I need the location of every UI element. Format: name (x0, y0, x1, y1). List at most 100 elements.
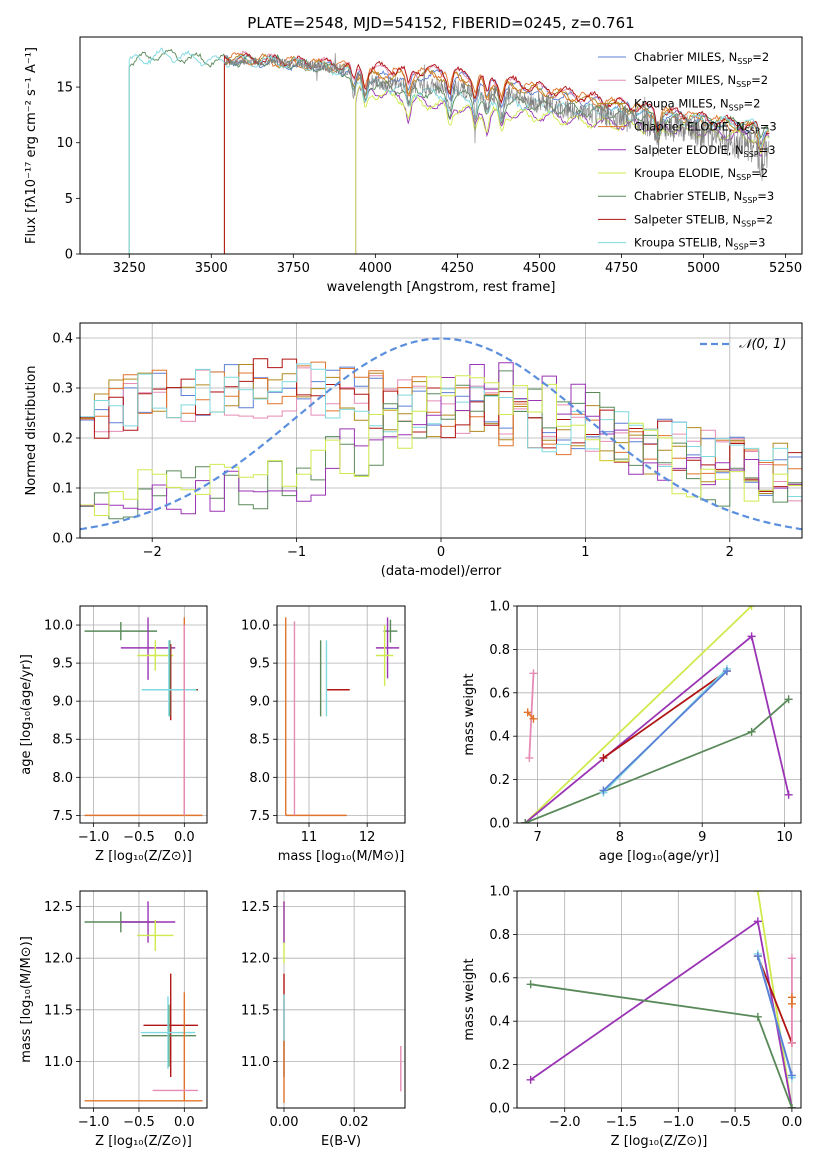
y-tick-label: 0.0 (489, 1102, 510, 1117)
y-tick-label: 12.0 (44, 952, 73, 967)
age_vs_mass-axes: 11 12 7.5 8.0 8.5 9.0 9.5 10.0 (241, 606, 405, 845)
y-tick-label: 11.5 (44, 1003, 73, 1018)
legend-label-chabrier_miles: Chabrier MILES, NSSP=2 (634, 50, 769, 66)
x-tick-label: 0.02 (340, 1115, 369, 1130)
weight-marker-chabrier_elodie (787, 993, 796, 1002)
y-tick-label: 10.0 (44, 619, 73, 634)
weight-marker-salpeter_elodie (526, 1075, 535, 1084)
weight-marker-kroupa_elodie (747, 606, 756, 610)
errorbar-chabrier_elodie (84, 992, 203, 1102)
mw_vs_age-xlabel: age [log₁₀(age/yr)] (599, 849, 720, 864)
x-tick-label: 0.0 (174, 830, 195, 845)
y-tick-label: 8.5 (249, 733, 270, 748)
y-tick-label: 9.0 (249, 695, 270, 710)
errorbar-chabrier_stelib (141, 1004, 197, 1067)
spectrum-ylabel: Flux [fλ10⁻¹⁷ erg cm⁻² s⁻¹ A⁻¹] (24, 47, 39, 244)
errorbar-kroupa_elodie (137, 919, 174, 951)
errorbar-chabrier_elodie (285, 617, 347, 817)
x-tick-label: 4250 (441, 261, 474, 276)
y-tick-label: 0.0 (489, 817, 510, 832)
legend-label-salpeter_elodie: Salpeter ELODIE, NSSP=3 (634, 143, 776, 159)
weight-line-chabrier_stelib (530, 983, 793, 1108)
weight-marker-chabrier_stelib (526, 980, 535, 989)
spectrum-legend: Chabrier MILES, NSSP=2 Salpeter MILES, NS… (598, 50, 777, 252)
y-tick-label: 0.0 (52, 532, 73, 547)
y-tick-label: 0 (65, 248, 73, 263)
mass_vs_ebv-xlabel: E(B-V) (321, 1134, 361, 1149)
x-tick-label: 1 (581, 545, 589, 560)
weight-marker-chabrier_stelib (747, 727, 756, 736)
legend-label-kroupa_miles: Kroupa MILES, NSSP=2 (634, 96, 760, 112)
x-tick-label: 0.0 (174, 1115, 195, 1130)
residuals-ylabel: Normed distribution (24, 366, 39, 496)
x-tick-label: 0 (437, 545, 445, 560)
x-tick-label: 5250 (769, 261, 802, 276)
errorbar-chabrier_stelib (84, 621, 158, 641)
y-tick-label: 1.0 (489, 885, 510, 900)
y-tick-label: 11.0 (44, 1055, 73, 1070)
y-tick-label: 0.2 (489, 1058, 510, 1073)
errorbar-chabrier_stelib (142, 640, 198, 717)
y-tick-label: 11.5 (241, 1003, 270, 1018)
histogram-kroupa_stelib (80, 363, 802, 538)
y-tick-label: 15 (56, 81, 73, 96)
errorbar-salpeter_elodie (120, 617, 176, 680)
errorbar-kroupa_elodie (375, 625, 394, 686)
weight-marker-salpeter_miles (787, 954, 796, 963)
errorbar-salpeter_elodie (120, 901, 176, 943)
weight-line-chabrier_elodie (527, 711, 535, 720)
age_vs_mass-xlabel: mass [log₁₀(M/M⊙)] (278, 849, 405, 864)
y-tick-label: 12.5 (241, 900, 270, 915)
y-tick-label: 0.8 (489, 643, 510, 658)
y-tick-label: 0.4 (489, 730, 510, 745)
x-tick-label: −1.5 (606, 1115, 638, 1130)
y-tick-label: 8.0 (52, 771, 73, 786)
age_vs_Z-axes: −1.0 −0.5 0.0 7.5 8.0 8.5 9.0 9.5 10.0 (44, 606, 207, 845)
weight-line-salpeter_elodie (530, 919, 793, 1108)
x-tick-label: −1.0 (78, 1115, 110, 1130)
mass_vs_Z-ylabel: mass [log₁₀(M/M⊙)] (19, 936, 34, 1063)
mw_vs_Z-xlabel: Z [log₁₀(Z/Z⊙)] (611, 1134, 708, 1149)
y-tick-label: 0.2 (489, 773, 510, 788)
histogram-salpeter_elodie (80, 362, 802, 538)
weight-marker-salpeter_stelib (599, 753, 608, 762)
y-tick-label: 10.0 (241, 619, 270, 634)
x-tick-label: 0.00 (270, 1115, 299, 1130)
mass_vs_ebv-axes: 0.00 0.02 11.0 11.5 12.0 12.5 (241, 891, 405, 1130)
x-tick-label: 4500 (523, 261, 556, 276)
weight-marker-kroupa_elodie (753, 891, 762, 895)
weight-line-kroupa_elodie (524, 606, 753, 823)
x-tick-label: 8 (616, 830, 624, 845)
weight-marker-chabrier_stelib (521, 819, 530, 823)
y-tick-label: 0.6 (489, 686, 510, 701)
y-tick-label: 8.0 (249, 771, 270, 786)
x-tick-label: 7 (533, 830, 541, 845)
x-tick-label: −0.5 (123, 1115, 155, 1130)
y-tick-label: 9.5 (52, 657, 73, 672)
mw_vs_age-frame (516, 605, 802, 824)
weight-line-chabrier_stelib (524, 698, 790, 823)
x-tick-label: 2 (726, 545, 734, 560)
weight-marker-chabrier_stelib (787, 1104, 796, 1108)
y-tick-label: 7.5 (52, 809, 73, 824)
weight-marker-chabrier_elodie (529, 714, 538, 723)
y-tick-label: 8.5 (52, 733, 73, 748)
spectrum-title: PLATE=2548, MJD=54152, FIBERID=0245, z=0… (247, 14, 634, 32)
mass_vs_Z-xlabel: Z [log₁₀(Z/Z⊙)] (95, 1134, 192, 1149)
x-tick-label: 4000 (359, 261, 392, 276)
weight-marker-chabrier_stelib (753, 1012, 762, 1021)
y-tick-label: 0.4 (52, 332, 73, 347)
y-tick-label: 0.3 (52, 382, 73, 397)
spectrum-xlabel: wavelength [Angstrom, rest frame] (327, 280, 556, 295)
weight-line-salpeter_stelib (756, 955, 793, 1044)
weight-marker-chabrier_stelib (784, 695, 793, 704)
weight-line-chabrier_miles (756, 955, 793, 1076)
x-tick-label: 0.0 (782, 1115, 803, 1130)
errorbar-salpeter_stelib (143, 973, 198, 1077)
weight-line-salpeter_elodie (524, 634, 790, 823)
weight-marker-salpeter_elodie (747, 632, 756, 641)
x-tick-label: 11 (301, 830, 318, 845)
weight-marker-salpeter_elodie (784, 790, 793, 799)
legend-label-chabrier_stelib: Chabrier STELIB, NSSP=3 (634, 189, 774, 205)
y-tick-label: 9.5 (249, 657, 270, 672)
